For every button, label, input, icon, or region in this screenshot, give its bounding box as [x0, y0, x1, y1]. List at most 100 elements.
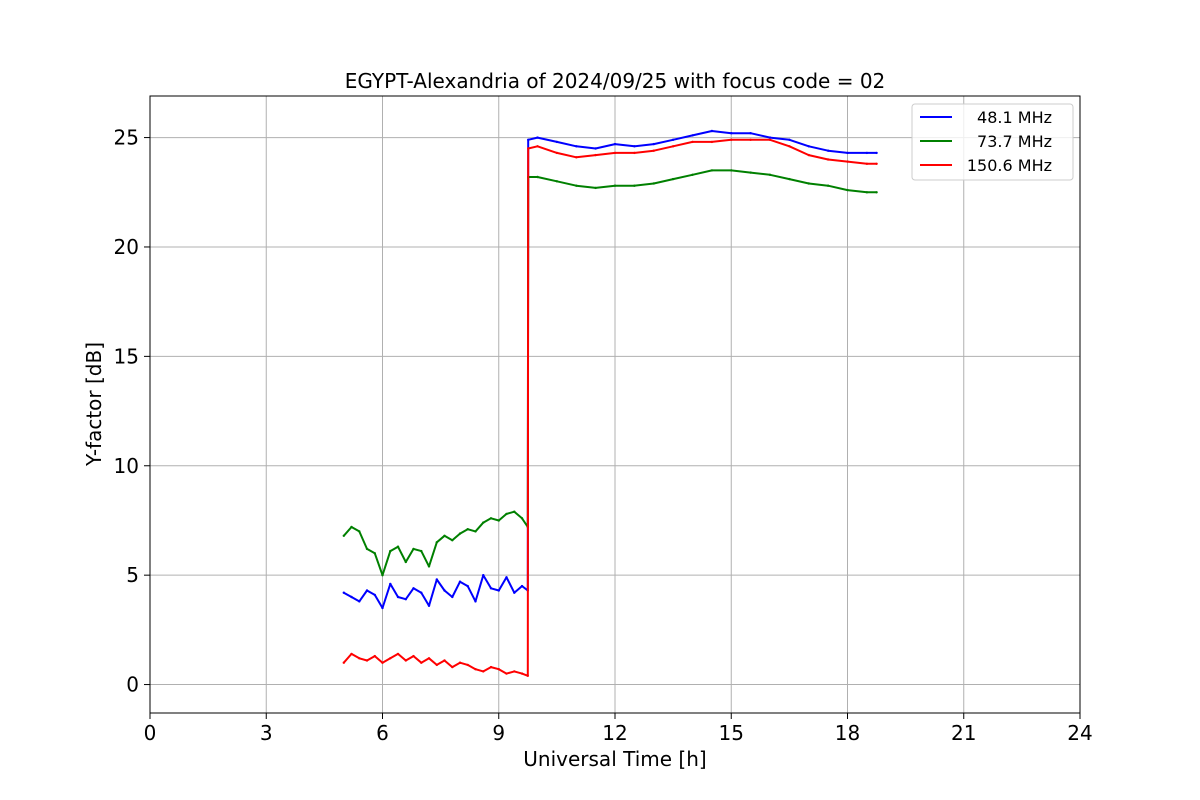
data-point — [613, 184, 617, 187]
data-point — [474, 668, 477, 671]
data-point — [613, 142, 617, 146]
data-point — [412, 547, 415, 551]
data-point — [671, 177, 675, 181]
data-point — [691, 134, 694, 137]
data-point — [482, 670, 485, 673]
legend-label: 73.7 MHz — [977, 132, 1052, 151]
data-point — [427, 565, 431, 568]
series-layer — [342, 129, 878, 677]
data-point — [520, 584, 524, 588]
data-point — [342, 591, 345, 594]
data-point — [427, 604, 431, 607]
y-axis-label: Y-factor [dB] — [82, 342, 106, 467]
data-point — [520, 672, 524, 675]
data-point — [749, 132, 752, 135]
data-point — [671, 138, 675, 141]
data-point — [575, 184, 578, 187]
data-point — [458, 580, 462, 583]
data-point — [526, 674, 529, 677]
data-point — [536, 175, 539, 179]
data-point — [420, 661, 423, 664]
data-point — [381, 574, 384, 577]
data-point — [458, 661, 462, 664]
y-tick-label: 20 — [114, 235, 139, 259]
data-point — [865, 191, 869, 194]
data-point — [807, 182, 810, 185]
x-tick-label: 21 — [951, 721, 976, 745]
data-point — [350, 525, 353, 529]
data-point — [826, 158, 830, 161]
data-point — [691, 140, 694, 144]
data-point — [420, 591, 423, 594]
data-point — [788, 145, 791, 148]
data-point — [350, 652, 353, 656]
x-tick-label: 0 — [144, 721, 157, 745]
data-point — [489, 665, 493, 669]
data-point — [505, 672, 508, 675]
data-point — [412, 654, 415, 658]
data-point — [527, 138, 530, 141]
data-point — [404, 560, 407, 564]
data-point — [633, 151, 636, 155]
data-point — [412, 587, 415, 590]
data-point — [652, 149, 655, 152]
data-point — [865, 162, 869, 165]
data-point — [427, 657, 431, 660]
data-point — [505, 576, 508, 579]
data-point — [497, 668, 500, 671]
data-point — [466, 528, 469, 531]
data-point — [489, 517, 493, 520]
data-point — [710, 140, 714, 144]
data-point — [358, 600, 361, 603]
y-axis: 0 5 10 15 20 25 — [114, 126, 150, 697]
x-tick-label: 15 — [719, 721, 744, 745]
data-point — [807, 153, 810, 157]
data-point — [358, 530, 361, 533]
y-tick-label: 5 — [126, 563, 139, 587]
data-point — [536, 145, 539, 148]
y-tick-label: 0 — [126, 673, 139, 697]
legend-label: 48.1 MHz — [977, 108, 1052, 127]
data-point — [613, 151, 617, 155]
data-point — [505, 512, 508, 516]
data-point — [846, 160, 849, 163]
data-point — [875, 162, 878, 165]
x-tick-label: 9 — [492, 721, 505, 745]
data-point — [575, 156, 578, 159]
data-point — [594, 186, 597, 190]
data-point — [451, 595, 454, 599]
data-point — [826, 149, 830, 152]
data-point — [365, 659, 369, 662]
x-axis-label: Universal Time [h] — [523, 747, 706, 771]
data-point — [342, 534, 345, 537]
data-point — [513, 670, 516, 673]
data-point — [527, 147, 530, 150]
data-point — [846, 151, 849, 155]
data-point — [482, 521, 485, 524]
data-point — [710, 169, 714, 172]
data-point — [710, 129, 714, 133]
data-point — [807, 145, 810, 148]
data-point — [466, 584, 469, 588]
data-point — [749, 171, 752, 174]
data-point — [396, 652, 400, 656]
data-point — [389, 549, 392, 553]
data-point — [373, 552, 376, 555]
data-point — [768, 173, 772, 176]
data-point — [730, 138, 733, 141]
data-point — [489, 587, 493, 590]
data-point — [435, 541, 438, 544]
data-point — [350, 595, 353, 599]
x-tick-label: 3 — [260, 721, 273, 745]
data-point — [788, 177, 791, 181]
y-tick-label: 25 — [114, 126, 139, 150]
data-point — [497, 589, 500, 592]
data-point — [381, 606, 384, 610]
data-point — [389, 657, 392, 660]
data-point — [575, 145, 578, 148]
data-point — [342, 661, 345, 664]
data-point — [594, 153, 597, 157]
data-point — [435, 663, 438, 667]
data-point — [497, 519, 500, 522]
